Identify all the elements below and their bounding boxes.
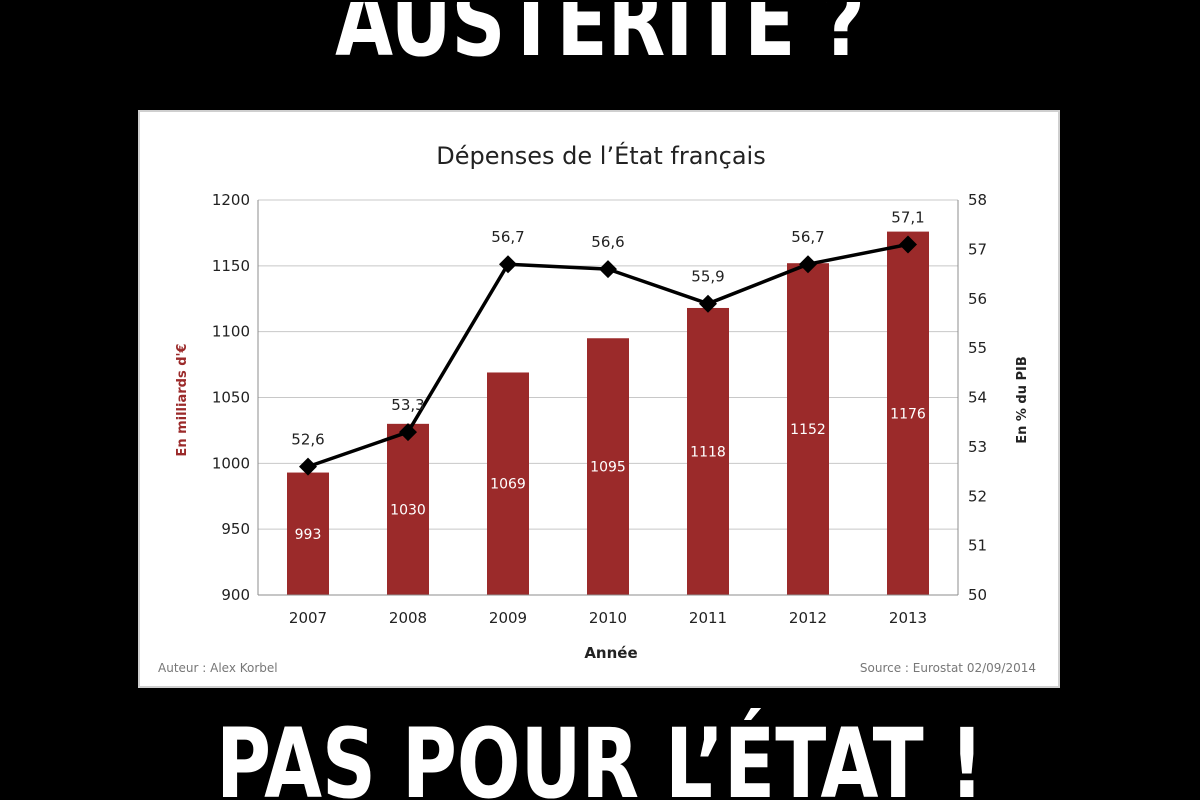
footer-author: Auteur : Alex Korbel — [158, 661, 278, 675]
axes: 900 950 1000 1050 1100 1150 1200 50 51 52 53 54 55 56… — [212, 191, 987, 627]
bar-value-label: 1118 — [690, 444, 726, 460]
line-marker — [299, 457, 317, 476]
y2-tick-label: 54 — [968, 389, 987, 407]
footer-source: Source : Eurostat 02/09/2014 — [860, 661, 1036, 675]
bar-value-label: 1030 — [390, 502, 426, 518]
line-value-label: 56,6 — [591, 233, 624, 251]
y-axis-title: En milliards d'€ — [175, 343, 190, 456]
x-tick-label: 2007 — [289, 609, 327, 627]
y2-tick-label: 51 — [968, 537, 987, 555]
headline-top: AUSTÉRITÉ ? — [335, 2, 865, 78]
y-tick-label: 1150 — [212, 257, 250, 275]
line-marker — [599, 260, 617, 279]
line-value-label: 56,7 — [791, 228, 824, 246]
y2-axis-title: En % du PIB — [1015, 356, 1030, 444]
bar — [687, 307, 729, 595]
x-tick-label: 2011 — [689, 609, 727, 627]
x-axis-title: Année — [584, 644, 637, 662]
bar — [887, 231, 929, 595]
bar-value-label: 1095 — [590, 460, 626, 476]
y-tick-label: 1200 — [212, 191, 250, 209]
y2-tick-label: 55 — [968, 339, 987, 357]
y2-tick-label: 58 — [968, 191, 987, 209]
x-tick-label: 2008 — [389, 609, 427, 627]
x-tick-label: 2010 — [589, 609, 627, 627]
bars: 993 1030 1069 1095 1118 1152 1176 — [287, 231, 929, 595]
y2-tick-label: 50 — [968, 586, 987, 604]
y2-tick-label: 56 — [968, 290, 987, 308]
line-marker — [499, 255, 517, 274]
line-marker — [699, 294, 717, 313]
bar — [387, 423, 429, 595]
y-tick-label: 1050 — [212, 389, 250, 407]
x-tick-label: 2012 — [789, 609, 827, 627]
bar-value-label: 1069 — [490, 477, 526, 493]
chart-title: Dépenses de l’État français — [436, 141, 765, 170]
y-tick-label: 1100 — [212, 323, 250, 341]
line-marker — [399, 423, 417, 442]
line-value-label: 57,1 — [891, 208, 924, 226]
y-tick-label: 950 — [221, 520, 250, 538]
y-tick-label: 1000 — [212, 454, 250, 472]
bar-value-label: 993 — [295, 527, 322, 543]
bar — [487, 372, 529, 595]
bar — [787, 263, 829, 595]
bar — [287, 472, 329, 595]
line-value-label: 52,6 — [291, 431, 324, 449]
y2-tick-label: 57 — [968, 240, 987, 258]
bar-value-label: 1176 — [890, 406, 926, 422]
chart: 993 1030 1069 1095 1118 1152 1176 52,6 53,3 56,7… — [158, 141, 1036, 675]
line-value-label: 56,7 — [491, 228, 524, 246]
bar-value-label: 1152 — [790, 422, 826, 438]
line-value-label: 55,9 — [691, 268, 724, 286]
line-series: 52,6 53,3 56,7 56,6 55,9 56,7 57,1 — [291, 208, 925, 476]
x-tick-label: 2013 — [889, 609, 927, 627]
chart-panel: 993 1030 1069 1095 1118 1152 1176 52,6 53,3 56,7… — [138, 110, 1060, 688]
bar — [587, 338, 629, 595]
x-tick-label: 2009 — [489, 609, 527, 627]
y2-tick-label: 52 — [968, 487, 987, 505]
y2-tick-label: 53 — [968, 438, 987, 456]
line-marker — [899, 235, 917, 254]
line-value-label: 53,3 — [391, 396, 424, 414]
y-tick-label: 900 — [221, 586, 250, 604]
headline-bottom: PAS POUR L’ÉTAT ! — [216, 708, 984, 800]
line-marker — [799, 255, 817, 274]
